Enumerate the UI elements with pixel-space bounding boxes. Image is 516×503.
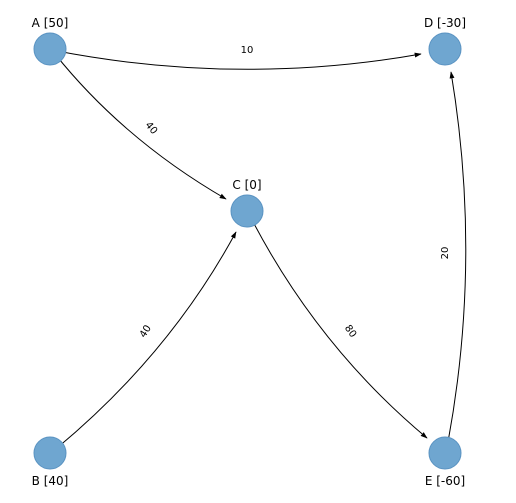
edge-label-a-d: 10	[241, 45, 254, 56]
edge-label-b-c: 40	[138, 323, 154, 340]
edge-a-d	[56, 50, 422, 70]
edge-labels: 10 40 40 80 20	[138, 45, 451, 340]
node-b	[33, 436, 67, 470]
node-e	[428, 436, 462, 470]
edge-e-d	[447, 71, 467, 443]
edge-c-e	[250, 217, 428, 439]
node-labels: A [50] B [40] C [0] D [-30] E [-60]	[32, 16, 466, 488]
edge-a-c	[54, 53, 227, 200]
node-label-c: C [0]	[232, 178, 261, 192]
node-c	[230, 194, 264, 228]
node-a	[33, 32, 67, 66]
edge-label-a-c: 40	[143, 120, 160, 137]
nodes	[33, 32, 462, 470]
node-label-a: A [50]	[32, 16, 69, 30]
edges	[54, 50, 467, 449]
node-label-b: B [40]	[32, 474, 69, 488]
node-label-d: D [-30]	[424, 16, 466, 30]
edge-b-c	[56, 231, 237, 449]
node-d	[428, 32, 462, 66]
node-label-e: E [-60]	[425, 474, 465, 488]
edge-label-c-e: 80	[342, 323, 358, 340]
edge-label-e-d: 20	[440, 247, 451, 260]
